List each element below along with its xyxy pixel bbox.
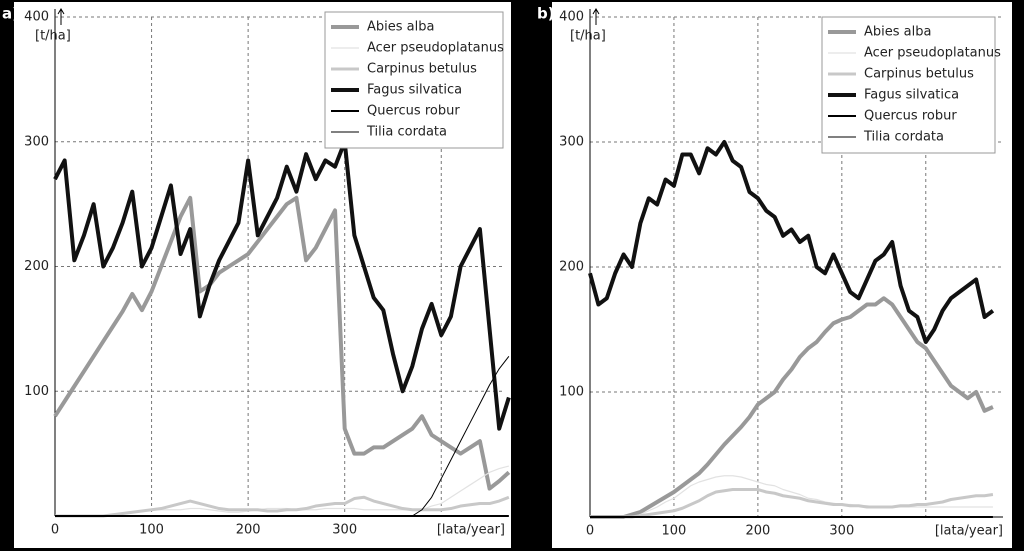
x-tick-label: 100 (139, 523, 164, 538)
legend-label: Quercus robur (864, 109, 957, 124)
y-axis-label: [t/ha] (35, 29, 71, 44)
x-tick-label: 300 (332, 523, 357, 538)
x-tick-label: 300 (829, 524, 854, 539)
panel-label: b) (537, 5, 555, 23)
y-axis-arrow (592, 8, 600, 25)
x-axis-label: [lata/year] (935, 524, 1003, 539)
x-tick-label: 200 (236, 523, 261, 538)
y-axis-arrow (57, 8, 65, 25)
x-tick-label: 0 (51, 523, 59, 538)
y-tick-label: 300 (559, 135, 584, 150)
y-tick-label: 200 (559, 260, 584, 275)
y-tick-label: 400 (24, 10, 49, 25)
y-tick-label: 100 (24, 384, 49, 399)
legend-label: Fagus silvatica (367, 83, 462, 98)
data-line (588, 140, 995, 344)
legend-box (821, 16, 996, 154)
legend-label: Carpinus betulus (864, 67, 974, 82)
x-tick-label: 0 (586, 524, 594, 539)
legend-label: Abies alba (367, 20, 434, 35)
y-tick-label: 400 (559, 10, 584, 25)
data-line (590, 488, 994, 519)
legend-label: Acer pseudoplatanus (864, 46, 1001, 61)
legend-label: Abies alba (864, 25, 931, 40)
data-line (53, 139, 511, 431)
legend-label: Acer pseudoplatanus (367, 41, 504, 56)
y-tick-label: 100 (559, 385, 584, 400)
data-line (590, 475, 993, 518)
x-tick-label: 100 (662, 524, 687, 539)
legend-label: Fagus silvatica (864, 88, 959, 103)
x-label-background (413, 521, 507, 539)
x-label-background (911, 522, 1005, 540)
x-axis-label: [lata/year] (437, 523, 505, 538)
data-line (55, 495, 510, 518)
legend-label: Quercus robur (367, 104, 460, 119)
x-tick-label: 200 (745, 524, 770, 539)
data-line (53, 195, 511, 491)
y-tick-label: 300 (24, 134, 49, 149)
legend-box (324, 11, 504, 149)
y-axis-label: [t/ha] (570, 29, 606, 44)
data-line (590, 296, 994, 519)
legend-label: Carpinus betulus (367, 62, 477, 77)
legend-label: Tilia cordata (863, 130, 944, 145)
legend-label: Tilia cordata (366, 125, 447, 140)
data-line (55, 356, 510, 517)
panel-label: a) (2, 5, 19, 23)
y-tick-label: 200 (24, 259, 49, 274)
